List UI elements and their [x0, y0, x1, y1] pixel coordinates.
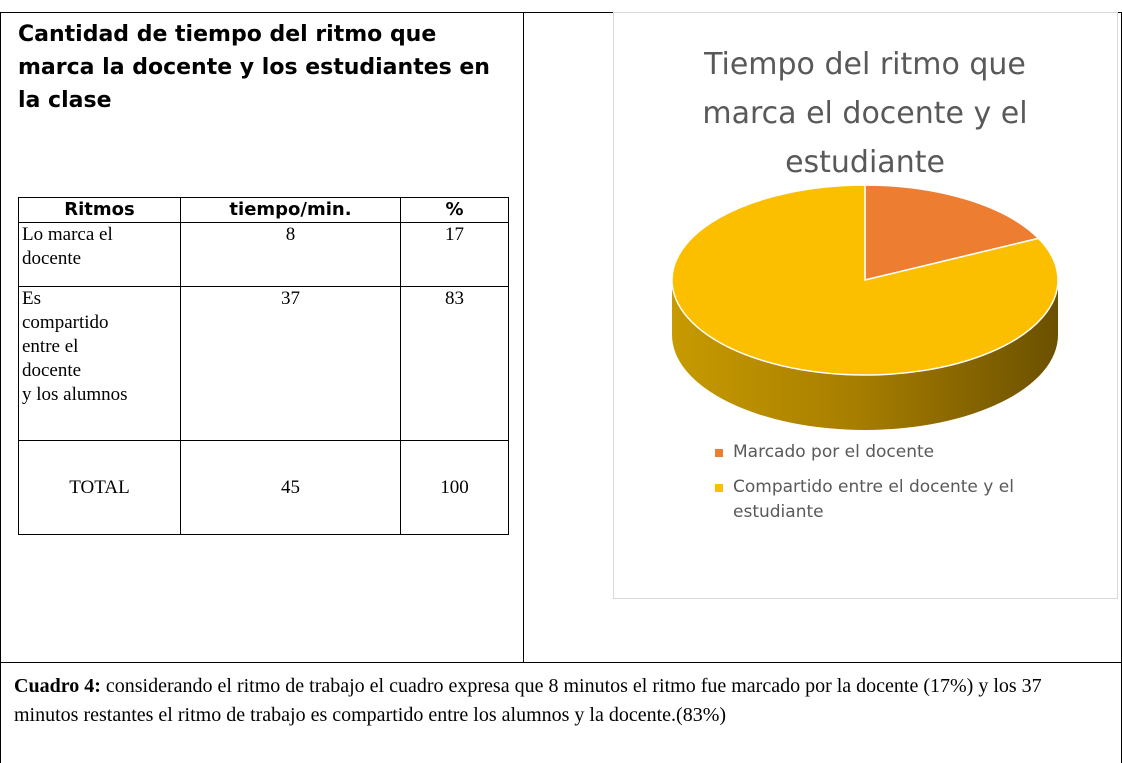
cell: 45 — [180, 440, 401, 535]
row: Es compartido entre el docente y los alu… — [18, 286, 509, 441]
cell: 8 — [180, 222, 401, 287]
caption: Cuadro 4: considerando el ritmo de traba… — [14, 672, 1104, 730]
legend: Marcado por el docente Compartido entre e… — [715, 440, 1045, 535]
chart-title: Tiempo del ritmo que marca el docente y … — [702, 47, 1028, 180]
legend-label: Compartido entre el docente y el estudia… — [733, 477, 1014, 522]
chart — [671, 184, 1059, 430]
table: Ritmos tiempo/min.% Lo marca el docente 8 17… — [18, 197, 509, 535]
row: TOTAL 45 100 — [18, 440, 509, 535]
column-header: Ritmos — [18, 197, 181, 223]
caption-label: Cuadro 4: — [14, 675, 101, 697]
legend-swatch — [715, 484, 723, 492]
divider — [0, 662, 1122, 663]
cell: 17 — [400, 222, 509, 287]
column-header: tiempo/min. — [180, 197, 401, 223]
title: Cantidad de tiempo del ritmo que marca l… — [18, 22, 490, 113]
pie-slice — [671, 184, 1059, 376]
legend-item: Compartido entre el docente y el estudia… — [715, 475, 1045, 525]
divider — [523, 12, 524, 662]
cell: 37 — [180, 286, 401, 441]
cell: Lo marca el docente — [18, 222, 181, 287]
cell: 83 — [400, 286, 509, 441]
legend-swatch — [715, 449, 723, 457]
pie-side — [672, 280, 1058, 430]
legend-item: Marcado por el docente — [715, 440, 1045, 465]
cell: TOTAL — [18, 440, 181, 535]
pie-slice — [864, 184, 1040, 281]
cell: Es compartido entre el docente y los alu… — [18, 286, 181, 441]
chart-frame — [613, 12, 1118, 599]
column-header: % — [400, 197, 509, 223]
caption-text: considerando el ritmo de trabajo el cuad… — [14, 675, 1042, 726]
legend-label: Marcado por el docente — [733, 442, 935, 462]
header-row: Ritmos tiempo/min.% — [18, 197, 509, 223]
cell: 100 — [400, 440, 509, 535]
row: Lo marca el docente 8 17 — [18, 222, 509, 287]
